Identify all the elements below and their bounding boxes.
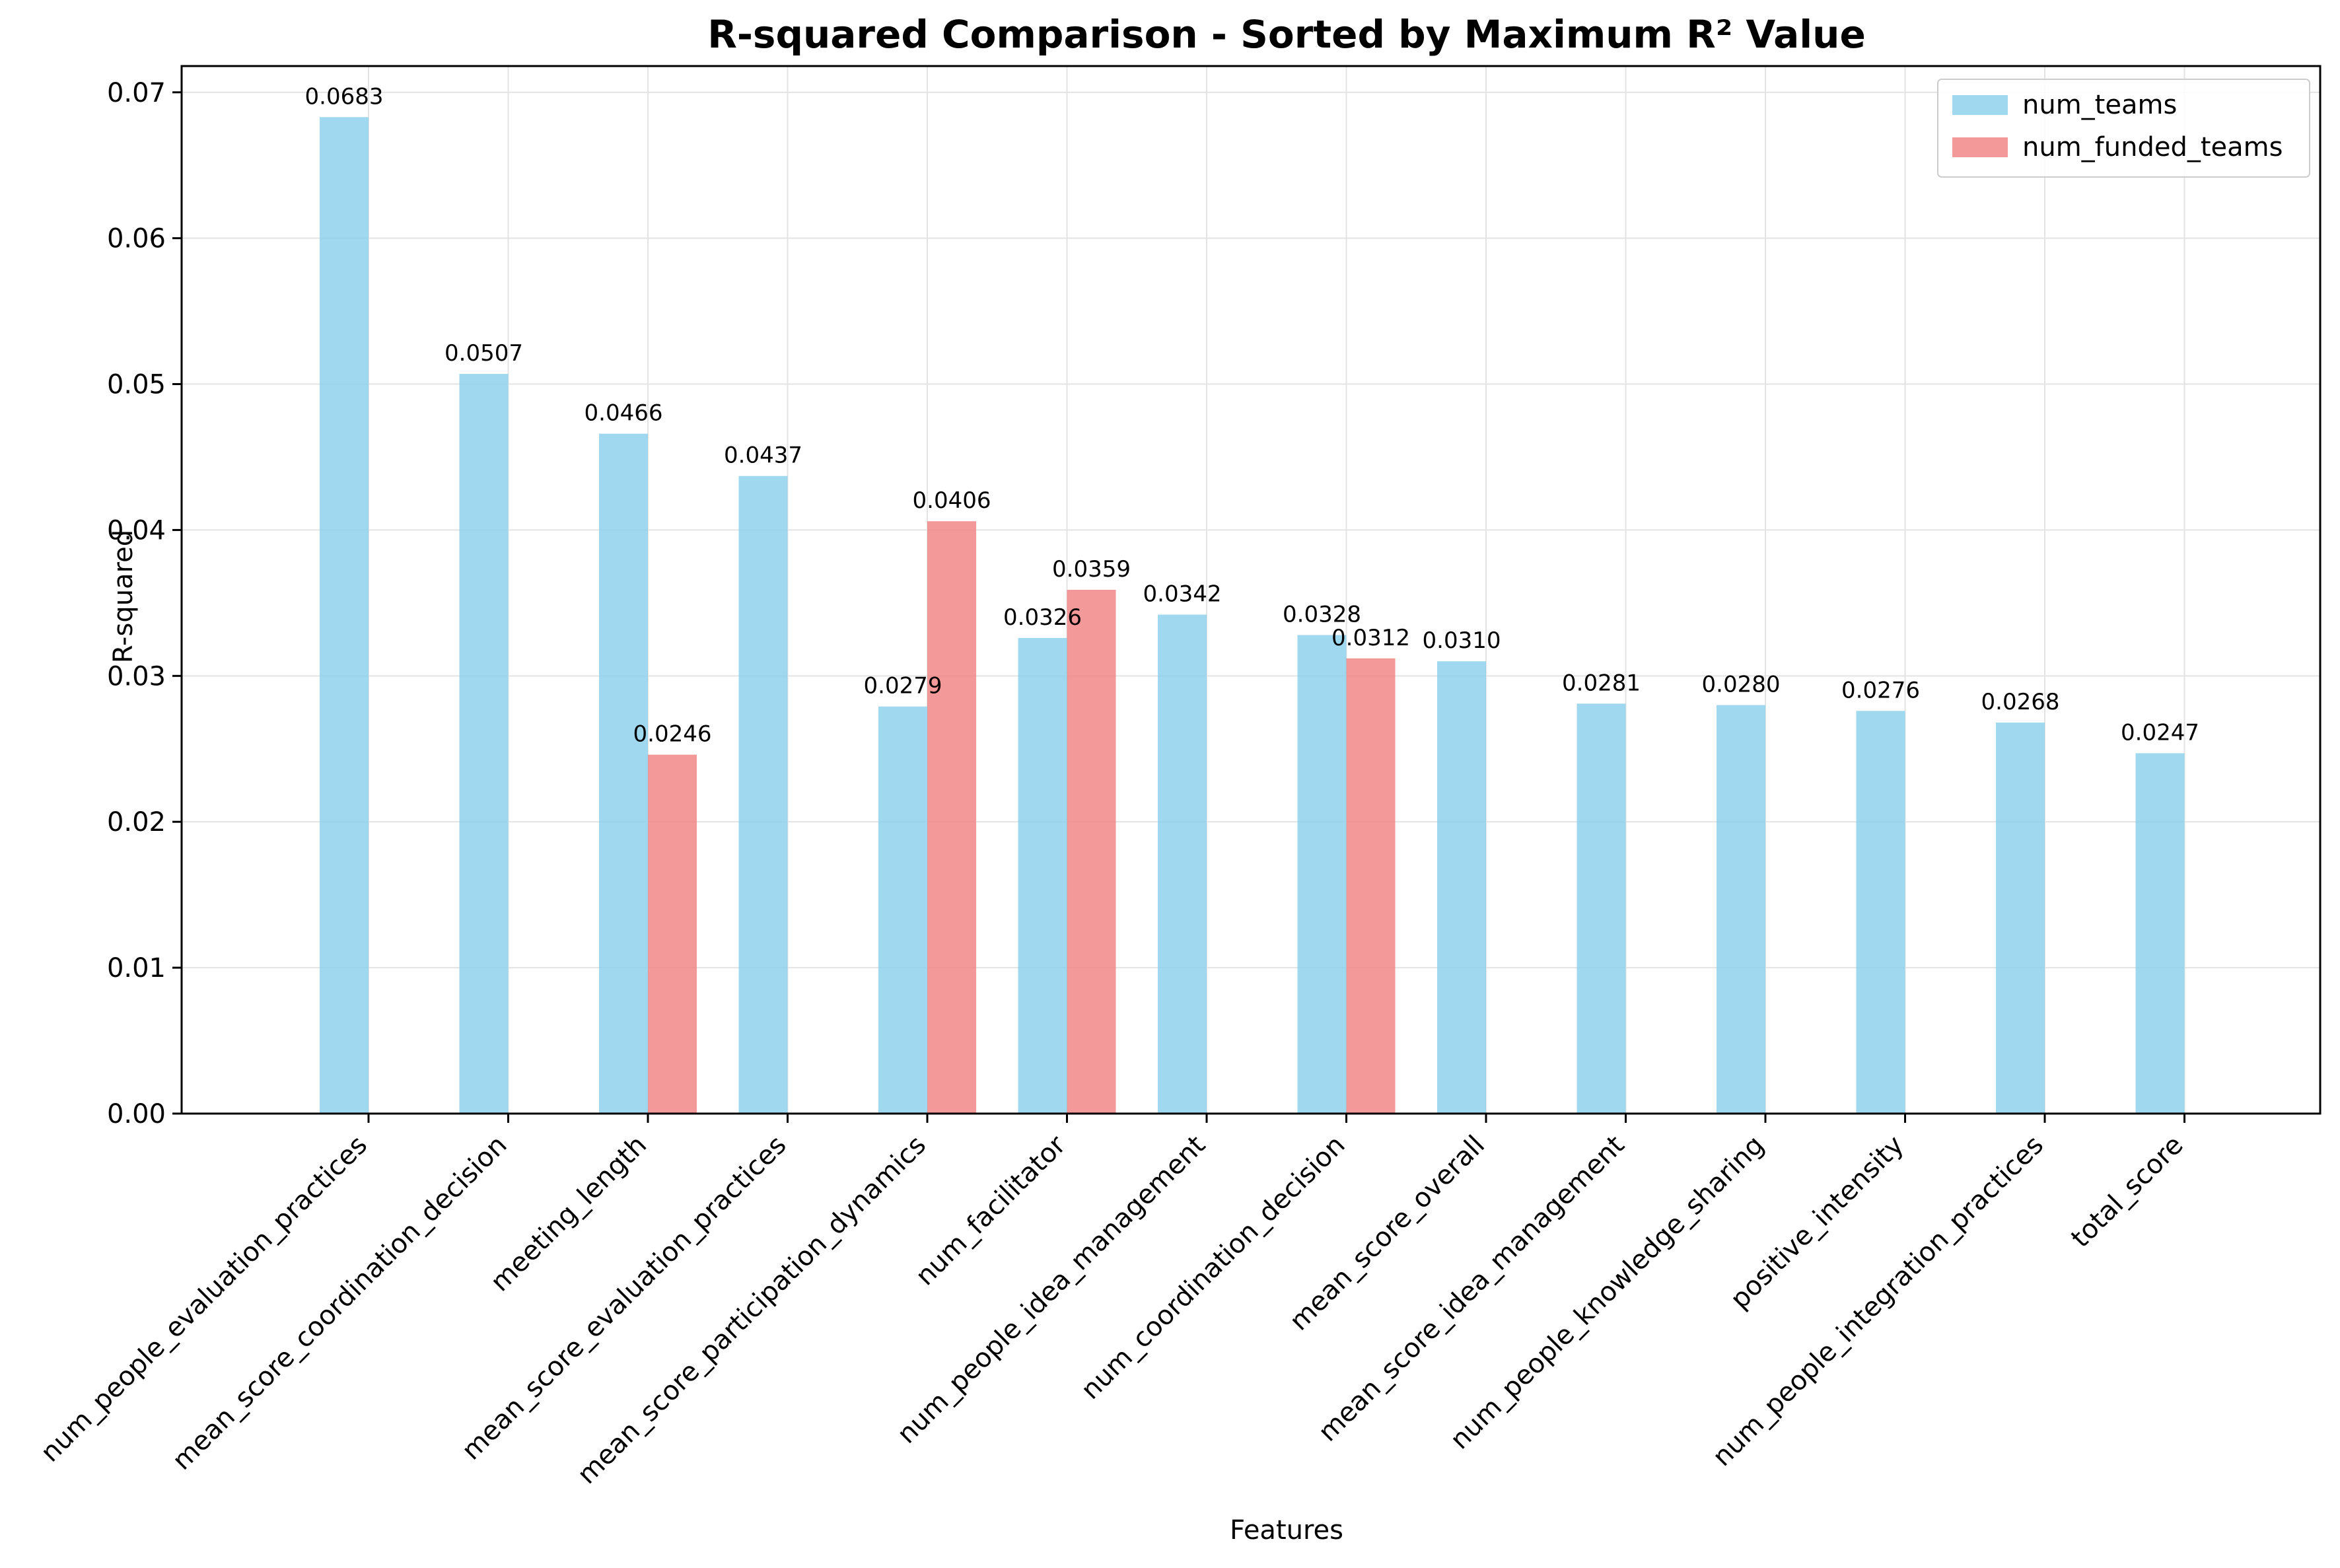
y-tick-label: 0.05	[107, 370, 166, 400]
legend-label-num-funded-teams: num_funded_teams	[2022, 132, 2283, 162]
y-tick-label: 0.03	[107, 661, 166, 692]
x-tick-label: num_people_idea_management	[892, 1130, 1211, 1450]
bars	[320, 117, 2185, 1114]
legend-box	[1937, 79, 2310, 178]
bar-num-funded-teams	[1067, 590, 1116, 1114]
x-tick-label: mean_score_idea_management	[1312, 1130, 1630, 1448]
bar-num-funded-teams	[1346, 658, 1396, 1114]
bar-num-teams	[1437, 661, 1486, 1114]
y-tick-label: 0.06	[107, 224, 166, 254]
plot-frame	[180, 65, 2322, 1115]
bar-num-teams	[599, 433, 648, 1114]
bar-num-teams	[320, 117, 369, 1114]
data-labels: 0.0683 0.0507 0.0466 0.0246 0.0437 0.0279 0.04…	[305, 83, 2199, 747]
legend: num_teams num_funded_teams	[1937, 79, 2310, 178]
data-label: 0.0268	[1981, 689, 2060, 715]
legend-label-num-teams: num_teams	[2022, 90, 2177, 120]
x-tick-label: num_facilitator	[910, 1129, 1072, 1291]
data-label: 0.0406	[913, 487, 991, 514]
bar-num-teams	[459, 374, 509, 1114]
y-tick-label: 0.04	[107, 515, 166, 546]
bar-num-teams	[878, 706, 927, 1114]
data-label: 0.0466	[585, 400, 663, 427]
legend-swatch-num-teams	[1952, 95, 2008, 115]
bar-num-teams	[1018, 637, 1067, 1114]
chart-title: R-squared Comparison - Sorted by Maximum…	[707, 12, 1866, 57]
x-axis-label: Features	[1230, 1515, 1343, 1546]
data-label: 0.0280	[1702, 672, 1781, 698]
data-label: 0.0276	[1841, 677, 1920, 703]
x-tick-label: total_score	[2065, 1130, 2189, 1254]
bar-num-teams	[1856, 711, 1905, 1114]
y-tick-label: 0.00	[107, 1099, 166, 1129]
data-label: 0.0279	[864, 673, 942, 699]
data-label: 0.0437	[724, 443, 802, 469]
y-tick-label: 0.02	[107, 807, 166, 837]
bar-num-funded-teams	[648, 754, 697, 1114]
data-label: 0.0281	[1562, 670, 1641, 696]
data-label: 0.0507	[444, 340, 523, 367]
x-tick-label: num_coordination_decision	[1075, 1130, 1351, 1406]
bar-num-teams	[2135, 753, 2185, 1114]
bar-num-funded-teams	[927, 521, 976, 1114]
data-label: 0.0328	[1283, 601, 1361, 627]
y-tick-label: 0.07	[107, 78, 166, 108]
y-tick-label: 0.01	[107, 953, 166, 983]
bar-num-teams	[1158, 614, 1207, 1114]
data-label: 0.0326	[1003, 604, 1082, 631]
data-label: 0.0310	[1423, 627, 1501, 654]
data-label: 0.0342	[1143, 581, 1222, 608]
data-label: 0.0246	[633, 721, 712, 748]
bar-num-teams	[1297, 635, 1347, 1114]
data-label: 0.0683	[305, 83, 384, 110]
bar-num-teams	[1996, 723, 2045, 1114]
x-tick-label: num_people_knowledge_sharing	[1444, 1130, 1770, 1456]
data-label: 0.0359	[1052, 556, 1131, 583]
bar-num-teams	[738, 476, 788, 1114]
legend-swatch-num-funded-teams	[1952, 137, 2008, 157]
bar-num-teams	[1717, 705, 1765, 1114]
y-axis-label: R-squared	[108, 530, 139, 663]
bar-num-teams	[1577, 703, 1626, 1114]
data-label: 0.0247	[2121, 719, 2199, 746]
data-label: 0.0312	[1331, 625, 1410, 651]
